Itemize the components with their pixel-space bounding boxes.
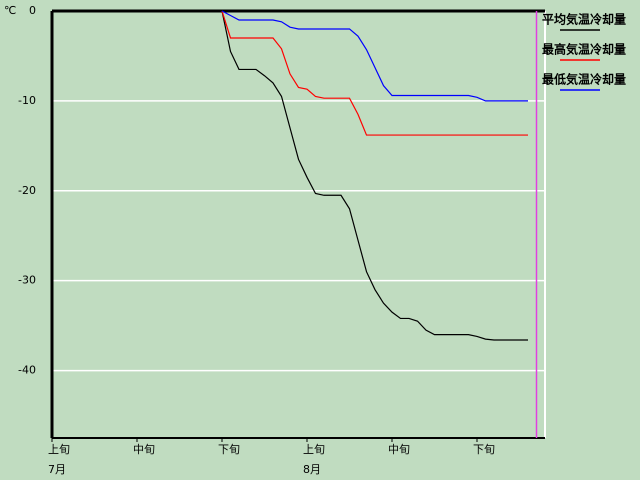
legend-label: 平均気温冷却量 (542, 12, 626, 27)
x-tick-label: 下旬 (473, 443, 495, 456)
y-tick-label: -20 (18, 184, 36, 197)
x-tick-label: 上旬 (48, 443, 70, 456)
legend-label: 最低気温冷却量 (542, 72, 626, 87)
x-tick-label: 上旬 (303, 443, 325, 456)
series-line (221, 10, 528, 136)
month-label: 8月 (303, 463, 321, 476)
y-tick-label: -40 (18, 364, 36, 377)
legend-label: 最高気温冷却量 (542, 42, 626, 57)
y-axis-label: ℃ (4, 4, 16, 17)
month-label: 7月 (48, 463, 66, 476)
x-tick-label: 中旬 (133, 443, 155, 456)
x-tick-label: 下旬 (218, 443, 240, 456)
y-tick-label: -30 (18, 274, 36, 287)
y-tick-label: 0 (29, 4, 36, 17)
y-tick-label: -10 (18, 94, 36, 107)
series-line (221, 10, 528, 341)
series-line (221, 10, 528, 102)
x-tick-label: 中旬 (388, 443, 410, 456)
